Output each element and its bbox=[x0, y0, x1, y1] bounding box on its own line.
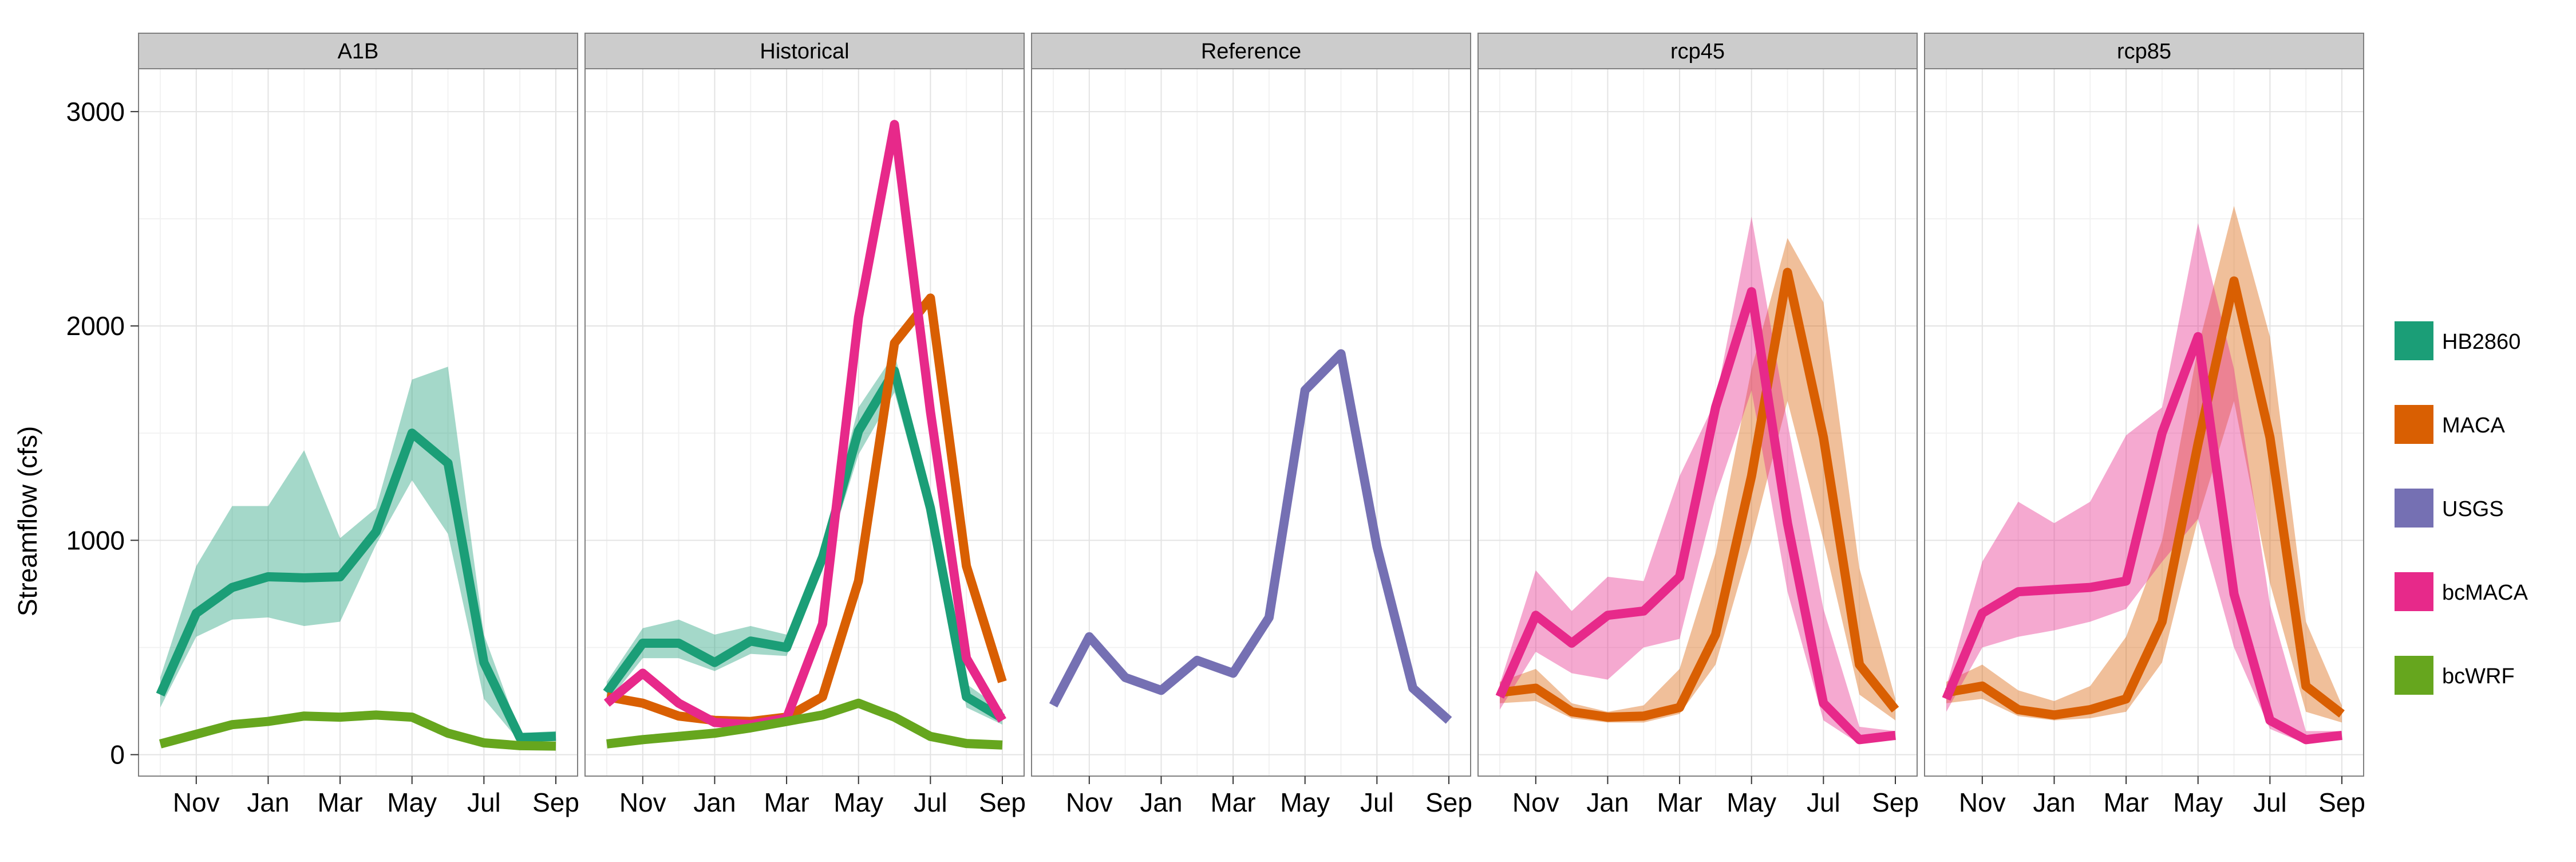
series-line-bcwrf bbox=[159, 710, 556, 751]
legend-label: bcWRF bbox=[2442, 664, 2515, 688]
series-line-usgs bbox=[1049, 349, 1452, 724]
legend-key bbox=[2393, 404, 2435, 445]
series-line-maca bbox=[1499, 267, 1899, 722]
y-tick-label: 1000 bbox=[66, 525, 125, 555]
legend-key bbox=[2393, 320, 2435, 361]
x-tick-label: Jan bbox=[693, 788, 736, 817]
facet-panel-rcp85: rcp85 Nov Jan Mar May Jul Sep bbox=[1924, 33, 2365, 817]
facet-strip-label: A1B bbox=[338, 40, 379, 64]
ribbon-hb2860 bbox=[607, 353, 1002, 725]
facet-strip-label: rcp85 bbox=[2117, 40, 2171, 64]
facet-panel-a1b: A1B Nov Jan Mar May Jul Sep bbox=[138, 33, 579, 817]
legend-label: MACA bbox=[2442, 414, 2505, 438]
legend-item-usgs: USGS bbox=[2393, 487, 2504, 529]
facet-strip bbox=[584, 33, 1025, 69]
legend-label: bcMACA bbox=[2442, 581, 2528, 605]
x-tick-label: Sep bbox=[1872, 788, 1919, 817]
series-line-bcmaca bbox=[603, 120, 1006, 730]
x-tick-label: Jan bbox=[2033, 788, 2075, 817]
x-tick-label: Sep bbox=[2318, 788, 2365, 817]
legend-key bbox=[2393, 655, 2435, 696]
x-tick-label: May bbox=[833, 788, 883, 817]
x-tick-label: Sep bbox=[979, 788, 1026, 817]
facet-strip-label: Historical bbox=[760, 40, 849, 64]
legend-key bbox=[2393, 487, 2435, 529]
ribbon-maca bbox=[1500, 238, 1895, 723]
series-line-bcmaca bbox=[1942, 332, 2342, 745]
series-line-bcwrf bbox=[606, 698, 1003, 750]
x-tick-label: Jan bbox=[247, 788, 289, 817]
panel-border bbox=[1477, 68, 1918, 777]
x-tick-label: Mar bbox=[764, 788, 809, 817]
facet-panel-rcp45: rcp45 Nov Jan Mar May Jul Sep bbox=[1477, 33, 1919, 817]
x-tick-label: Jan bbox=[1586, 788, 1629, 817]
panel-background bbox=[139, 69, 578, 776]
x-tick-label: May bbox=[387, 788, 437, 817]
x-tick-label: Jan bbox=[1140, 788, 1182, 817]
x-tick-label: Nov bbox=[1959, 788, 2006, 817]
x-tick-label: Jul bbox=[1807, 788, 1840, 817]
panel-border bbox=[1031, 68, 1471, 777]
x-tick-label: Jul bbox=[914, 788, 947, 817]
panel-background bbox=[1478, 69, 1917, 776]
y-tick-label: 2000 bbox=[66, 311, 125, 341]
y-axis: 0 1000 2000 3000 bbox=[66, 97, 139, 770]
x-tick-label: Sep bbox=[1425, 788, 1472, 817]
facet-strip-label: rcp45 bbox=[1670, 40, 1725, 64]
x-tick-label: Mar bbox=[317, 788, 362, 817]
x-tick-label: Jul bbox=[2253, 788, 2287, 817]
x-tick-label: May bbox=[1280, 788, 1330, 817]
facet-strip bbox=[1477, 33, 1918, 69]
y-tick-label: 0 bbox=[110, 740, 125, 770]
legend-item-bcmaca: bcMACA bbox=[2393, 571, 2528, 612]
x-tick-label: Mar bbox=[2103, 788, 2148, 817]
y-axis-title: Streamflow (cfs) bbox=[13, 426, 42, 616]
y-tick-label: 3000 bbox=[66, 97, 125, 127]
legend-label: USGS bbox=[2442, 497, 2504, 521]
x-tick-label: Nov bbox=[173, 788, 220, 817]
x-tick-label: Nov bbox=[1066, 788, 1113, 817]
legend-key bbox=[2393, 571, 2435, 612]
x-tick-label: Jul bbox=[1360, 788, 1394, 817]
x-tick-label: Nov bbox=[619, 788, 666, 817]
facet-panel-historical: Historical Nov Jan Mar May Jul Sep bbox=[584, 33, 1026, 817]
panel-border bbox=[1924, 68, 2364, 777]
x-tick-label: Sep bbox=[532, 788, 579, 817]
facet-panels: A1B Nov Jan Mar May Jul Sep Historical Nov Jan Mar… bbox=[138, 33, 2365, 817]
series-line-hb2860 bbox=[603, 366, 1005, 722]
facet-panel-reference: Reference Nov Jan Mar May Jul Sep bbox=[1031, 33, 1472, 817]
panel-border bbox=[584, 68, 1025, 777]
series-line-bcmaca bbox=[1495, 287, 1896, 745]
x-tick-label: Jul bbox=[467, 788, 501, 817]
legend-item-hb2860: HB2860 bbox=[2393, 320, 2520, 361]
series-line-hb2860 bbox=[156, 428, 556, 742]
x-tick-label: Nov bbox=[1512, 788, 1559, 817]
series-line-maca bbox=[1945, 276, 2345, 720]
x-tick-label: May bbox=[1726, 788, 1776, 817]
x-tick-label: Mar bbox=[1210, 788, 1255, 817]
panel-border bbox=[138, 68, 578, 777]
legend-item-bcwrf: bcWRF bbox=[2393, 655, 2515, 696]
legend-label: HB2860 bbox=[2442, 330, 2520, 354]
legend: HB2860 MACA USGS bcMACA bcWRF bbox=[2393, 320, 2528, 696]
facet-strip-label: Reference bbox=[1201, 40, 1301, 64]
facet-strip bbox=[1031, 33, 1471, 69]
x-tick-label: Mar bbox=[1657, 788, 1702, 817]
legend-item-maca: MACA bbox=[2393, 404, 2505, 445]
series-line-maca bbox=[606, 293, 1007, 726]
x-tick-label: May bbox=[2173, 788, 2223, 817]
facet-strip bbox=[138, 33, 578, 69]
